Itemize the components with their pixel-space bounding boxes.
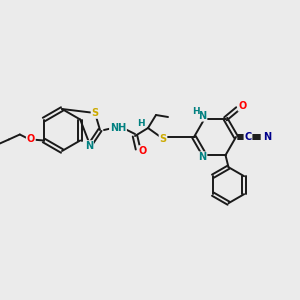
- Text: S: S: [159, 134, 167, 144]
- Text: N: N: [85, 141, 93, 151]
- Text: N: N: [198, 152, 207, 162]
- Text: O: O: [238, 101, 247, 111]
- Text: C: C: [244, 132, 252, 142]
- Text: N: N: [198, 111, 207, 121]
- Text: N: N: [263, 132, 271, 142]
- Text: H: H: [192, 107, 199, 116]
- Text: O: O: [27, 134, 35, 145]
- Text: O: O: [139, 146, 147, 156]
- Text: S: S: [92, 108, 99, 118]
- Text: NH: NH: [110, 123, 126, 133]
- Text: H: H: [137, 118, 145, 127]
